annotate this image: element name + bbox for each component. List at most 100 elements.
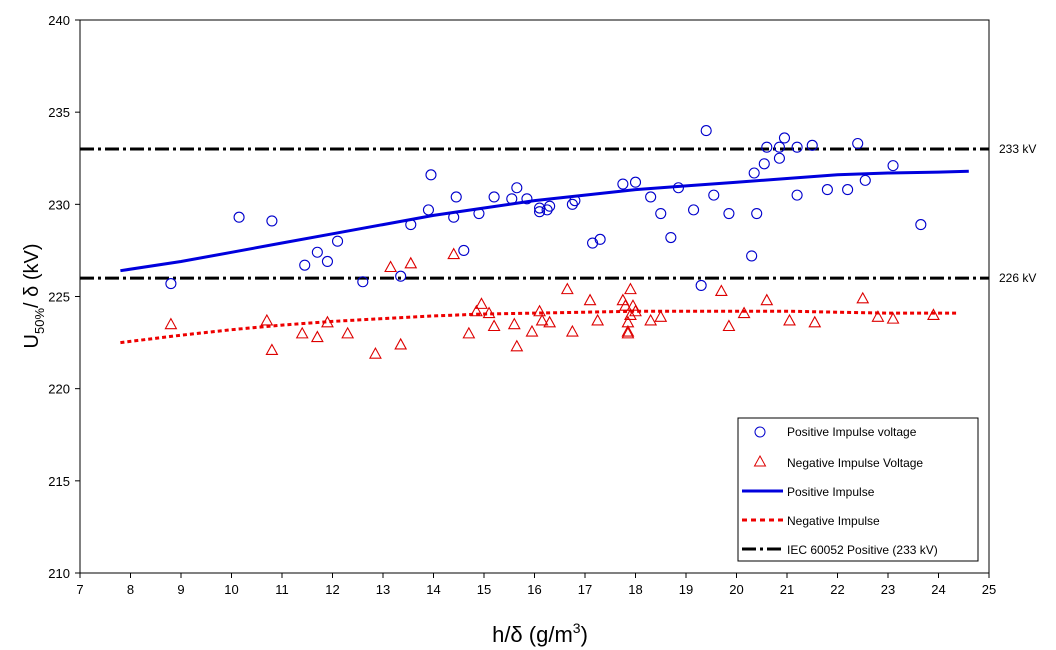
positive-voltage-point bbox=[488, 191, 500, 203]
negative-voltage-point bbox=[629, 304, 642, 317]
negative-voltage-point bbox=[856, 291, 870, 304]
negative-voltage-point bbox=[760, 293, 774, 306]
negative-voltage-point bbox=[510, 339, 524, 352]
positive-voltage-point bbox=[311, 246, 323, 258]
positive-voltage-point bbox=[665, 231, 677, 244]
x-tick-label: 9 bbox=[177, 582, 184, 597]
positive-voltage-point bbox=[511, 182, 523, 194]
y-tick-label: 215 bbox=[48, 474, 70, 489]
negative-voltage-point bbox=[164, 317, 178, 330]
positive-voltage-point bbox=[758, 158, 770, 170]
positive-voltage-point bbox=[450, 191, 462, 203]
positive-voltage-point bbox=[506, 193, 518, 205]
x-tick-label: 25 bbox=[982, 582, 996, 597]
positive-voltage-point bbox=[761, 141, 773, 153]
negative-voltage-point bbox=[265, 343, 279, 356]
y-tick-label: 235 bbox=[48, 105, 70, 120]
x-tick-label: 14 bbox=[426, 582, 440, 597]
positive-voltage-point bbox=[533, 206, 546, 218]
negative-voltage-point bbox=[783, 313, 796, 326]
positive-voltage-point bbox=[569, 195, 581, 207]
x-tick-label: 24 bbox=[931, 582, 945, 597]
x-tick-label: 12 bbox=[325, 582, 339, 597]
negative-voltage-point bbox=[482, 306, 496, 319]
positive-impulse-fit-line bbox=[120, 169, 969, 273]
positive-voltage-point bbox=[672, 182, 684, 194]
positive-voltage-point bbox=[448, 211, 460, 223]
negative-voltage-point bbox=[295, 326, 309, 339]
positive-voltage-point bbox=[645, 191, 657, 203]
negative-voltage-point bbox=[565, 324, 579, 337]
negative-voltage-point bbox=[714, 284, 728, 297]
negative-voltage-point bbox=[808, 315, 822, 328]
positive-voltage-point bbox=[751, 208, 763, 220]
negative-voltage-point bbox=[507, 317, 521, 330]
positive-voltage-point bbox=[723, 208, 735, 220]
y-tick-label: 225 bbox=[48, 290, 70, 305]
negative-voltage-point bbox=[886, 311, 900, 324]
positive-voltage-point bbox=[806, 139, 818, 151]
positive-voltage-point bbox=[708, 189, 720, 201]
axis-ticks: 7 8 9 10 11 12 13 14 15 16 17 18 19 20 21 22 23 24 25 210 21… bbox=[48, 13, 996, 597]
positive-voltage-point bbox=[299, 259, 311, 271]
x-tick-label: 11 bbox=[275, 582, 289, 597]
positive-voltage-point bbox=[791, 141, 803, 153]
legend-positive-impulse-label: Positive Impulse bbox=[787, 485, 875, 499]
positive-voltage-point bbox=[887, 160, 899, 172]
y-tick-label: 240 bbox=[48, 13, 70, 28]
negative-voltage-point bbox=[525, 324, 539, 337]
negative-voltage-point bbox=[384, 260, 398, 273]
positive-voltage-point bbox=[395, 270, 407, 282]
positive-voltage-point bbox=[655, 208, 667, 220]
negative-voltage-point bbox=[310, 330, 324, 343]
positive-voltage-point bbox=[842, 184, 854, 196]
positive-voltage-point bbox=[266, 215, 278, 227]
negative-voltage-point bbox=[737, 306, 751, 319]
negative-voltage-point bbox=[654, 310, 668, 322]
positive-voltage-point bbox=[748, 167, 760, 179]
positive-voltage-point bbox=[331, 235, 344, 247]
legend-positive-voltage-label: Positive Impulse voltage bbox=[787, 425, 917, 439]
negative-voltage-point bbox=[621, 315, 635, 328]
positive-voltage-point bbox=[852, 137, 864, 150]
negative-voltage-point bbox=[341, 326, 355, 339]
x-tick-label: 10 bbox=[224, 582, 238, 597]
x-tick-label: 23 bbox=[881, 582, 895, 597]
positive-voltage-point bbox=[773, 152, 785, 164]
x-tick-label: 22 bbox=[830, 582, 844, 597]
positive-voltage-point bbox=[773, 141, 785, 153]
x-axis-title: h/δ (g/m3) bbox=[492, 620, 588, 647]
fit-lines bbox=[120, 169, 969, 345]
negative-voltage-point bbox=[368, 347, 382, 359]
positive-voltage-point bbox=[688, 204, 700, 216]
y-axis-title: U50%/ δ (kV) bbox=[21, 244, 47, 349]
negative-voltage-point bbox=[871, 310, 885, 322]
legend-triangle-marker bbox=[753, 454, 767, 467]
positive-voltage-point bbox=[165, 278, 177, 290]
negative-voltage-point bbox=[927, 308, 940, 320]
positive-voltage-point bbox=[458, 244, 470, 256]
y-tick-label: 210 bbox=[48, 566, 70, 581]
positive-voltage-point bbox=[594, 233, 606, 245]
x-tick-label: 16 bbox=[527, 582, 541, 597]
x-tick-label: 21 bbox=[780, 582, 794, 597]
y-tick-label: 230 bbox=[48, 197, 70, 212]
positive-voltage-point bbox=[544, 200, 556, 212]
negative-voltage-point bbox=[624, 308, 637, 320]
negative-voltage-point bbox=[560, 282, 574, 295]
positive-voltage-point bbox=[233, 211, 245, 223]
positive-voltage-point bbox=[915, 219, 927, 231]
negative-voltage-point bbox=[621, 324, 635, 337]
negative-voltage-point bbox=[591, 313, 605, 326]
negative-voltage-point bbox=[404, 256, 418, 269]
negative-voltage-point bbox=[475, 297, 488, 309]
positive-voltage-point bbox=[422, 204, 435, 216]
negative-impulse-fit-line bbox=[120, 309, 959, 345]
negative-voltage-point bbox=[624, 282, 637, 295]
y-tick-label: 220 bbox=[48, 382, 70, 397]
positive-voltage-point bbox=[746, 250, 758, 262]
negative-voltage-point bbox=[583, 293, 597, 306]
positive-voltage-point bbox=[541, 204, 553, 216]
legend: Positive Impulse voltage Negative Impuls… bbox=[737, 417, 979, 562]
positive-voltage-point bbox=[695, 279, 707, 291]
